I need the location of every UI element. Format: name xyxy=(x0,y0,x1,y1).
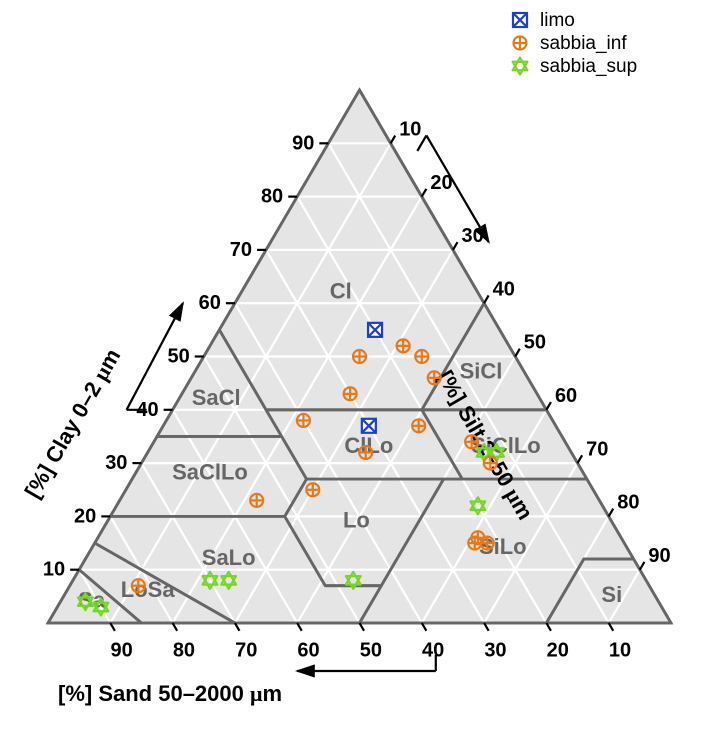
point-sabbia_inf xyxy=(412,419,425,432)
region-label: LoSa xyxy=(121,577,176,602)
axis-tick-label: 90 xyxy=(111,639,133,661)
axis-tick-label: 20 xyxy=(547,639,569,661)
point-sabbia_inf xyxy=(353,350,366,363)
axis-tick-label: 20 xyxy=(74,505,96,527)
point-sabbia_inf xyxy=(344,387,357,400)
legend-item: sabbia_inf xyxy=(514,33,628,54)
point-sabbia_inf xyxy=(484,457,497,470)
axis-tick-label: 10 xyxy=(43,559,65,581)
legend-item: limo xyxy=(513,10,575,31)
legend-item: sabbia_sup xyxy=(513,56,638,77)
region-label: Si xyxy=(601,582,622,607)
axis-tick-label: 30 xyxy=(484,639,506,661)
axis-tick-label: 80 xyxy=(261,186,283,208)
region-label: SaCl xyxy=(192,385,241,410)
point-sabbia_inf xyxy=(250,494,263,507)
axis-tick-label: 30 xyxy=(105,452,127,474)
axis-tick-label: 50 xyxy=(360,639,382,661)
axis-tick-label: 90 xyxy=(648,545,670,567)
axis-tick-label: 60 xyxy=(297,639,319,661)
point-sabbia_inf xyxy=(465,435,478,448)
legend-label: limo xyxy=(540,10,575,31)
axis-label-sand: [%] Sand 50–2000 μm xyxy=(58,681,282,706)
region-label: SaLo xyxy=(202,545,256,570)
axis-tick-label: 80 xyxy=(173,639,195,661)
region-label: Cl xyxy=(330,278,352,303)
axis-tick-label: 10 xyxy=(399,119,421,141)
region-label: SiCl xyxy=(460,358,503,383)
axis-tick-label: 70 xyxy=(230,239,252,261)
axis-tick-label: 50 xyxy=(524,332,546,354)
region-label: SiLo xyxy=(479,534,527,559)
axis-tick-label: 90 xyxy=(292,132,314,154)
point-sabbia_inf xyxy=(481,537,494,550)
point-sabbia_inf xyxy=(415,350,428,363)
axis-tick-label: 70 xyxy=(235,639,257,661)
region-label: Lo xyxy=(343,508,370,533)
axis-label-clay: [%] Clay 0–2 μm xyxy=(20,344,126,502)
axis-tick-label: 40 xyxy=(422,639,444,661)
legend-label: sabbia_sup xyxy=(540,56,637,77)
point-limo xyxy=(362,419,376,433)
point-sabbia_inf xyxy=(297,414,310,427)
axis-tick-label: 70 xyxy=(586,438,608,460)
axis-tick-label: 40 xyxy=(493,278,515,300)
point-limo xyxy=(368,323,382,337)
point-sabbia_inf xyxy=(306,483,319,496)
axis-tick-label: 60 xyxy=(199,292,221,314)
region-label: SaClLo xyxy=(172,460,248,485)
axis-tick-label: 10 xyxy=(609,639,631,661)
region-label: ClLo xyxy=(344,433,393,458)
axis-tick-label: 80 xyxy=(617,492,639,514)
point-sabbia_inf xyxy=(428,371,441,384)
ternary-soil-chart: ClSiClSaClClLoSiClLoSaClLoLoSiLoSiSaLoLo… xyxy=(0,0,719,735)
legend-label: sabbia_inf xyxy=(540,33,627,54)
point-sabbia_inf xyxy=(468,537,481,550)
axis-tick-label: 50 xyxy=(168,346,190,368)
legend: limosabbia_infsabbia_sup xyxy=(513,10,638,77)
axis-tick-label: 60 xyxy=(555,385,577,407)
point-sabbia_inf xyxy=(359,446,372,459)
point-sabbia_inf xyxy=(397,339,410,352)
point-sabbia_inf xyxy=(132,579,145,592)
